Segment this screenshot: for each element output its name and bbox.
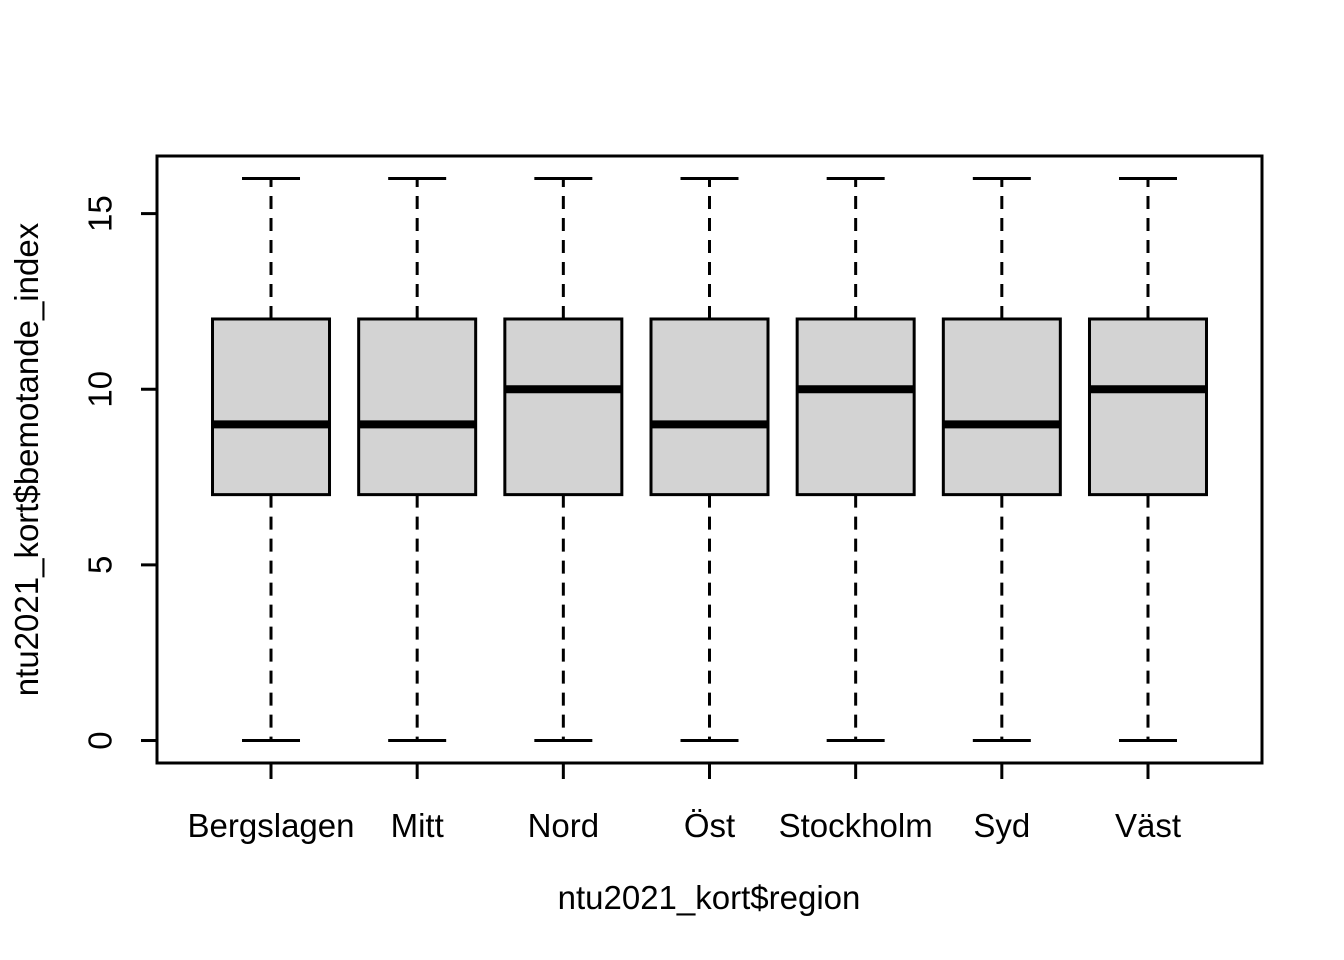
box-rect-v-st: [1087, 317, 1208, 497]
x-category-label-mitt: Mitt: [391, 807, 444, 844]
x-category-label-nord: Nord: [528, 807, 600, 844]
y-axis-title: ntu2021_kort$bemotande_index: [8, 222, 45, 696]
box-rect-stockholm: [795, 317, 916, 497]
y-tick-label-15: 15: [82, 195, 119, 232]
plot-layer: Bergslagen Mitt Nord Öst Stockholm Syd Väst 0 5 1…: [82, 154, 1264, 844]
x-category-label-syd: Syd: [973, 807, 1030, 844]
x-category-label-stockholm: Stockholm: [779, 807, 933, 844]
x-category-label-bergslagen: Bergslagen: [188, 807, 355, 844]
plot-frame: [155, 154, 1264, 765]
x-category-label-v-st: Väst: [1115, 807, 1181, 844]
box-rect-syd: [941, 317, 1062, 497]
y-tick-label-5: 5: [82, 556, 119, 574]
x-category-label--st: Öst: [684, 807, 735, 844]
box-rect-mitt: [357, 317, 478, 497]
box-rect--st: [649, 317, 770, 497]
y-tick-label-10: 10: [82, 371, 119, 408]
x-axis-title: ntu2021_kort$region: [558, 879, 861, 916]
box-rect-nord: [503, 317, 624, 497]
box-rect-bergslagen: [211, 317, 332, 497]
y-tick-label-0: 0: [82, 731, 119, 749]
